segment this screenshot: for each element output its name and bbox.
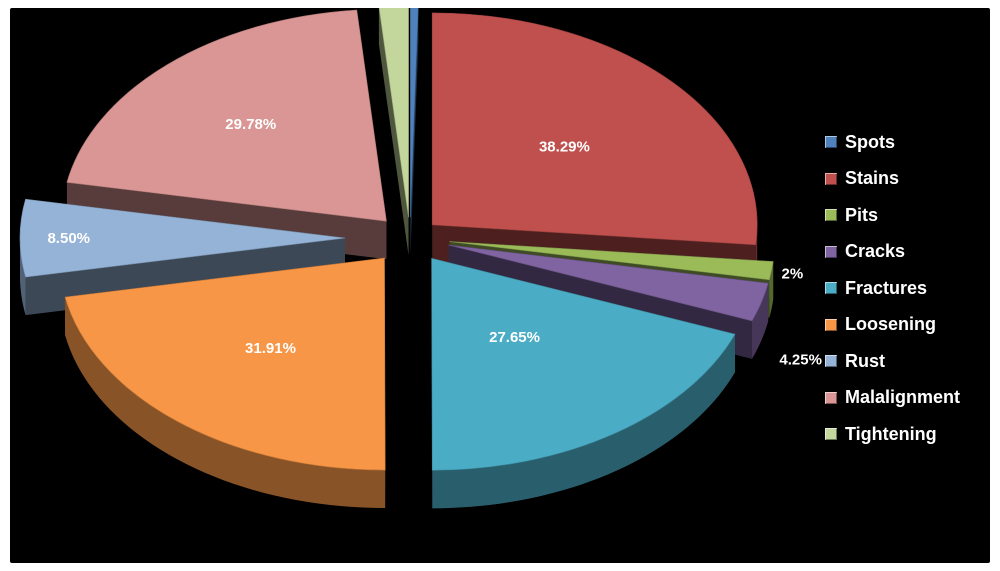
data-label-stains: 38.29% <box>539 138 590 155</box>
data-label-loosening: 31.91% <box>245 340 296 357</box>
data-label-malalignment: 29.78% <box>225 116 276 133</box>
data-label-rust: 8.50% <box>47 230 90 247</box>
legend-swatch <box>825 391 837 404</box>
pie-slice-wall-spots <box>410 8 419 256</box>
pie-slice-rust <box>19 198 346 278</box>
legend-label: Loosening <box>845 314 936 335</box>
legend-item-rust: Rust <box>825 343 995 380</box>
pie-slice-wall-tightening <box>378 8 409 256</box>
pie-slice-side-cracks <box>751 283 769 359</box>
legend-label: Pits <box>845 204 879 225</box>
legend-label: Cracks <box>845 241 906 262</box>
data-label-cracks: 4.25% <box>779 351 822 368</box>
legend-item-stains: Stains <box>825 161 995 198</box>
pie-slice-tightening <box>378 8 409 218</box>
legend-item-fractures: Fractures <box>825 270 995 307</box>
legend-label: Stains <box>845 168 900 189</box>
pie-slice-side-loosening <box>65 297 386 509</box>
pie-slice-side-rust <box>20 238 26 316</box>
legend-swatch <box>825 172 837 185</box>
pie-slice-stains <box>431 12 758 246</box>
legend-item-cracks: Cracks <box>825 234 995 271</box>
legend-label: Fractures <box>845 277 928 298</box>
legend-swatch <box>825 318 837 331</box>
legend-label: Tightening <box>845 423 937 444</box>
legend-swatch <box>825 245 837 258</box>
pie-slice-malalignment <box>66 9 387 222</box>
legend-item-tightening: Tightening <box>825 416 995 453</box>
data-label-pits: 2% <box>782 266 804 283</box>
pie-slice-pits <box>449 241 774 281</box>
legend-item-loosening: Loosening <box>825 307 995 344</box>
legend-swatch <box>825 355 837 368</box>
pie-slice-fractures <box>431 257 736 471</box>
legend-swatch <box>825 428 837 441</box>
legend-swatch <box>825 209 837 222</box>
legend-item-malalignment: Malalignment <box>825 380 995 417</box>
legend-item-spots: Spots <box>825 124 995 161</box>
pie-slice-loosening <box>64 257 386 471</box>
chart-background: 38.29%2%4.25%27.65%31.91%8.50%29.78%2.10… <box>10 8 990 563</box>
pie-slice-side-pits <box>769 261 774 318</box>
pie-chart: 38.29%2%4.25%27.65%31.91%8.50%29.78%2.10… <box>19 8 822 509</box>
legend-label: Malalignment <box>845 387 961 408</box>
legend-swatch <box>825 136 837 149</box>
pie-slice-cracks <box>448 244 769 322</box>
legend-label: Rust <box>845 350 885 371</box>
legend-item-pits: Pits <box>825 197 995 234</box>
legend-label: Spots <box>845 131 896 152</box>
legend: Spots Stains Pits Cracks Fractures Loose… <box>825 124 995 453</box>
pie-slice-spots <box>410 8 419 218</box>
data-label-fractures: 27.65% <box>489 329 540 346</box>
legend-swatch <box>825 282 837 295</box>
